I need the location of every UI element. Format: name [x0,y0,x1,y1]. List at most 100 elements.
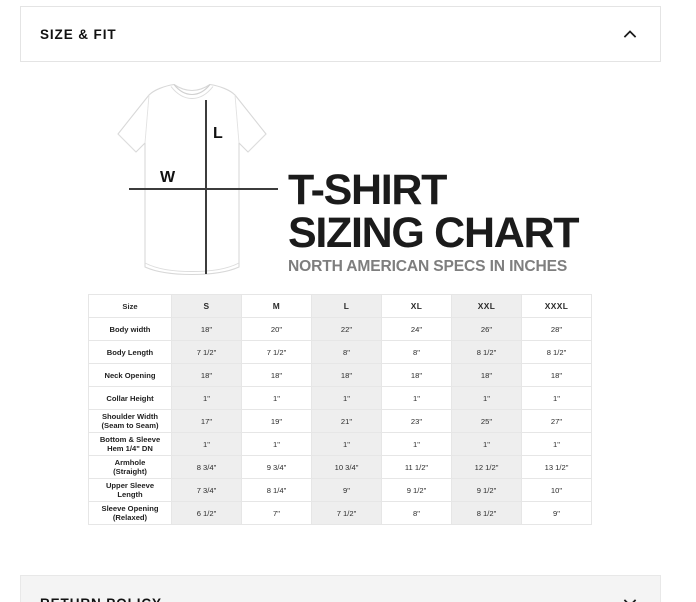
table-cell: 7 1/2" [311,501,382,525]
table-cell: 7 1/2" [171,340,242,364]
width-label: W [160,169,176,186]
table-cell: 10 3/4" [311,455,382,479]
table-row-label: Body width [88,317,172,341]
table-cell: 9 3/4" [241,455,312,479]
table-row-label-line1: Shoulder Width [101,412,159,421]
table-cell: 1" [521,386,592,410]
table-row-label: Shoulder Width (Seam to Seam) [88,409,172,433]
table-cell: 10" [521,478,592,502]
table-cell: 7" [241,501,312,525]
table-row-label-line2: (Straight) [113,467,147,476]
table-row: Body width 18" 20" 22" 24" 26" 28" [88,317,592,341]
table-cell: 25" [451,409,522,433]
chart-title-line1: T-SHIRT [288,166,447,214]
table-cell: 7 3/4" [171,478,242,502]
table-row-label: Upper Sleeve Length [88,478,172,502]
table-row: Bottom & Sleeve Hem 1/4" DN 1" 1" 1" 1" 1" 1" [88,432,592,456]
table-cell: 1" [241,386,312,410]
table-row-label: Bottom & Sleeve Hem 1/4" DN [88,432,172,456]
chevron-down-icon[interactable] [622,595,638,602]
table-row-label-line1: Armhole [114,458,146,467]
table-row: Sleeve Opening (Relaxed) 6 1/2" 7" 7 1/2" 8" 8… [88,501,592,525]
table-cell: 1" [171,432,242,456]
accordion-header-size-fit[interactable]: SIZE & FIT [21,7,660,61]
size-chart-table-wrapper: Size S M L XL XXL XXXL Body width 18" 20" 2… [88,294,592,525]
tshirt-diagram: L W [88,82,278,282]
accordion-title-return-policy: RETURN POLICY [40,596,162,602]
table-header-xxl: XXL [451,294,522,318]
table-cell: 12 1/2" [451,455,522,479]
table-cell: 18" [521,363,592,387]
table-cell: 11 1/2" [381,455,452,479]
table-cell: 1" [241,432,312,456]
accordion-header-return-policy[interactable]: RETURN POLICY [21,576,660,602]
table-cell: 8" [381,340,452,364]
table-row-label: Neck Opening [88,363,172,387]
table-cell: 28" [521,317,592,341]
table-row: Body Length 7 1/2" 7 1/2" 8" 8" 8 1/2" 8 1/2" [88,340,592,364]
chart-subtitle: NORTH AMERICAN SPECS IN INCHES [288,258,568,275]
table-header-row: Size S M L XL XXL XXXL [88,294,592,318]
table-cell: 7 1/2" [241,340,312,364]
accordion-title-size-fit: SIZE & FIT [40,26,117,42]
table-row-label-line1: Neck Opening [104,370,156,380]
table-cell: 26" [451,317,522,341]
table-cell: 22" [311,317,382,341]
table-cell: 18" [451,363,522,387]
table-cell: 9" [311,478,382,502]
size-chart-table: Size S M L XL XXL XXXL Body width 18" 20" 2… [88,294,592,525]
table-row-label-line1: Upper Sleeve [105,481,155,490]
table-cell: 1" [451,432,522,456]
table-cell: 18" [311,363,382,387]
chart-title-block: T-SHIRT SIZING CHART NORTH AMERICAN SPEC… [288,166,598,276]
table-cell: 1" [521,432,592,456]
table-cell: 19" [241,409,312,433]
chevron-up-icon[interactable] [622,26,638,42]
table-cell: 20" [241,317,312,341]
accordion-section-size-fit: SIZE & FIT [20,6,661,62]
table-header-m: M [241,294,312,318]
table-row-label: Body Length [88,340,172,364]
table-cell: 8 1/2" [451,340,522,364]
table-cell: 18" [171,363,242,387]
table-row-label-line1: Sleeve Opening [101,504,159,513]
table-body: Body width 18" 20" 22" 24" 26" 28" Body Length 7… [88,317,592,525]
table-cell: 8" [311,340,382,364]
size-fit-panel: L W T-SHIRT SIZING CHART NORTH AMERICAN … [20,62,661,575]
table-cell: 1" [311,386,382,410]
table-cell: 6 1/2" [171,501,242,525]
table-header-size: Size [88,294,172,318]
table-row-label: Collar Height [88,386,172,410]
table-cell: 8 3/4" [171,455,242,479]
table-row-label-line2: (Seam to Seam) [101,421,159,430]
accordion-section-return-policy: RETURN POLICY [20,575,661,602]
table-header-xl: XL [381,294,452,318]
table-cell: 9" [521,501,592,525]
table-row-label-line2: (Relaxed) [112,513,148,522]
table-row-label: Armhole (Straight) [88,455,172,479]
table-header-xxxl: XXXL [521,294,592,318]
table-row-label-line2: Length [117,490,143,499]
table-cell: 8 1/2" [521,340,592,364]
table-cell: 13 1/2" [521,455,592,479]
length-label: L [213,125,223,142]
table-cell: 18" [241,363,312,387]
table-cell: 8 1/4" [241,478,312,502]
table-row-label-line1: Body width [109,324,151,334]
table-header-s: S [171,294,242,318]
table-row-label-line1: Bottom & Sleeve [99,435,161,444]
table-cell: 8" [381,501,452,525]
table-cell: 18" [381,363,452,387]
table-header-l: L [311,294,382,318]
table-cell: 24" [381,317,452,341]
table-row-label-line1: Body Length [106,347,154,357]
table-row-label: Sleeve Opening (Relaxed) [88,501,172,525]
table-cell: 1" [451,386,522,410]
table-row-label-line2: Hem 1/4" DN [107,444,153,453]
table-cell: 1" [381,386,452,410]
table-row: Shoulder Width (Seam to Seam) 17" 19" 21" 23"… [88,409,592,433]
chart-title-line2: SIZING CHART [288,209,579,257]
table-cell: 1" [311,432,382,456]
table-row: Neck Opening 18" 18" 18" 18" 18" 18" [88,363,592,387]
